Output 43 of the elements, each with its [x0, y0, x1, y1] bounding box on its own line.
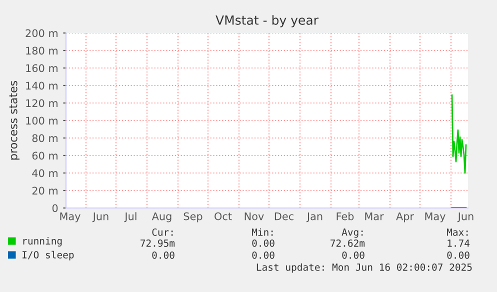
text: 0.00 [447, 251, 470, 259]
x-tick-label: Sep [184, 212, 202, 222]
text: Last update: Mon Jun 16 02:00:07 2025 [256, 263, 472, 273]
y-tick-label: 120 m [26, 99, 58, 108]
y-tick-label: 180 m [26, 46, 58, 55]
y-tick-label: 40 m [32, 169, 58, 178]
x-tick-label: Nov [244, 212, 264, 220]
x-tick-label: May [60, 212, 80, 222]
x-tick-label: May [425, 212, 446, 222]
y-axis-title: process states [9, 80, 20, 160]
text: 0.00 [152, 251, 174, 259]
y-tick-label: 140 m [26, 82, 58, 90]
y-tick-label: 60 m [32, 152, 58, 160]
x-tick-label: Oct [214, 212, 232, 220]
text: 0.00 [252, 239, 274, 247]
x-tick-label: Jun [92, 212, 108, 222]
x-tick-label: Dec [274, 212, 294, 220]
text: 72.62m [330, 239, 365, 247]
y-tick-label: 80 m [32, 134, 58, 142]
x-tick-label: Apr [396, 212, 414, 222]
x-tick-label: Jan [306, 212, 322, 222]
legend-label: running [23, 237, 62, 247]
x-tick-label: Mar [365, 212, 384, 220]
y-tick-label: 160 m [26, 64, 58, 72]
x-tick-label: Feb [336, 212, 354, 220]
y-tick-label: 200 m [26, 29, 58, 38]
text: 1.74 [448, 240, 470, 247]
chart-title: VMstat - by year [216, 15, 318, 28]
y-tick-label: 0 [52, 204, 58, 212]
line-series [451, 94, 467, 174]
x-tick-label: Jul [124, 212, 136, 222]
y-tick-label: 100 m [26, 116, 58, 125]
x-tick-label: Jun [457, 212, 474, 222]
text: 72.95m [140, 239, 175, 247]
x-tick-label: Aug [152, 212, 172, 222]
text: Avg: [342, 228, 363, 238]
text: Min: [252, 228, 273, 236]
text: 0.00 [342, 251, 364, 259]
text: Max: [446, 228, 468, 236]
text: 0.00 [252, 251, 274, 259]
legend-label: I/O sleep [22, 250, 74, 260]
text: Cur: [152, 228, 173, 236]
y-tick-label: 20 m [32, 186, 58, 195]
